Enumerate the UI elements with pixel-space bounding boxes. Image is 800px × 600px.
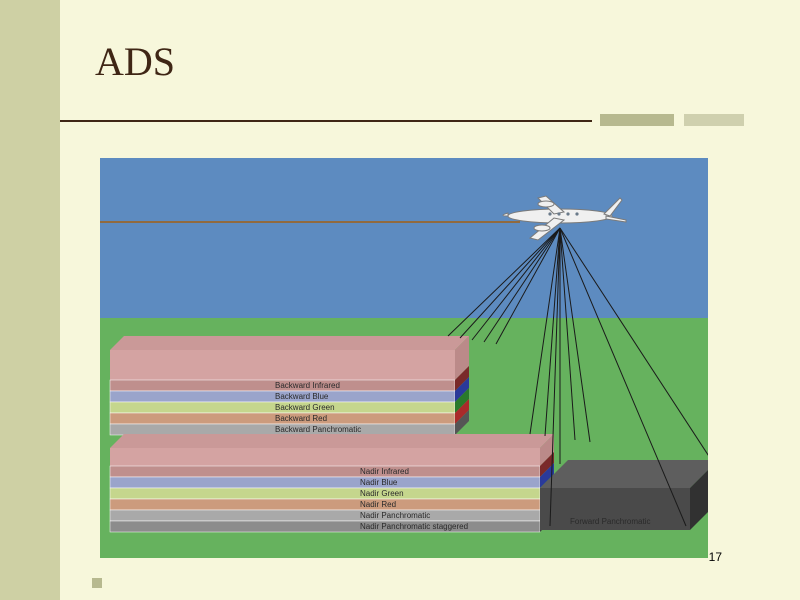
svg-text:Forward Panchromatic: Forward Panchromatic <box>570 517 650 526</box>
footer-square <box>92 578 102 588</box>
svg-text:Backward Infrared: Backward Infrared <box>275 381 340 390</box>
ads-diagram: Backward Infrared Backward Blue Backward G… <box>100 158 708 558</box>
svg-text:Nadir Red: Nadir Red <box>360 500 396 509</box>
title-rule <box>60 120 592 122</box>
svg-text:Backward Panchromatic: Backward Panchromatic <box>275 425 361 434</box>
svg-text:Backward Green: Backward Green <box>275 403 335 412</box>
svg-text:Nadir Blue: Nadir Blue <box>360 478 398 487</box>
title-accent-1 <box>600 114 674 126</box>
svg-text:Nadir Panchromatic staggered: Nadir Panchromatic staggered <box>360 522 468 531</box>
left-sidebar-band <box>0 0 60 600</box>
svg-text:Backward Blue: Backward Blue <box>275 392 329 401</box>
page-number: 17 <box>709 550 722 564</box>
diagram-canvas: Backward Infrared Backward Blue Backward G… <box>100 158 708 558</box>
title-accent-2 <box>684 114 744 126</box>
svg-text:Backward Red: Backward Red <box>275 414 327 423</box>
svg-text:Nadir Green: Nadir Green <box>360 489 404 498</box>
slide-title: ADS <box>95 38 175 85</box>
svg-text:Nadir Panchromatic: Nadir Panchromatic <box>360 511 430 520</box>
svg-text:Nadir Infrared: Nadir Infrared <box>360 467 409 476</box>
